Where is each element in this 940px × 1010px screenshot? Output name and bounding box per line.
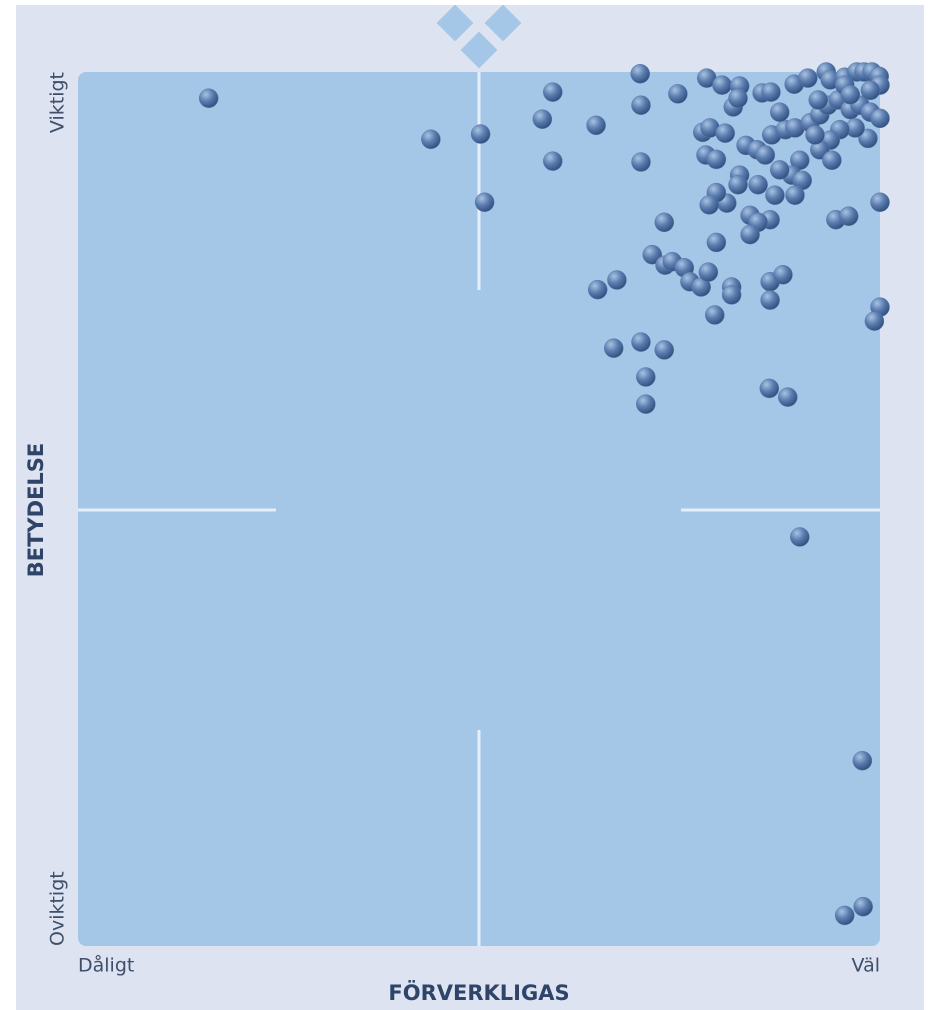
y-axis-title: BETYDELSE (24, 443, 48, 578)
point (603, 338, 624, 358)
point (636, 367, 656, 387)
point (853, 896, 873, 917)
point (755, 145, 776, 165)
point (668, 84, 688, 104)
point (631, 152, 651, 172)
point (760, 290, 780, 310)
quadrant-lines (78, 72, 880, 946)
point (543, 151, 563, 171)
point (586, 115, 606, 136)
point (765, 185, 785, 205)
point (715, 123, 735, 143)
point (198, 88, 219, 108)
point (759, 378, 780, 399)
point (698, 262, 719, 282)
point (728, 88, 748, 108)
logo (436, 4, 522, 69)
point (870, 192, 890, 212)
point (607, 270, 627, 290)
point (706, 232, 727, 253)
point (808, 90, 828, 110)
point (860, 80, 881, 101)
point (470, 124, 491, 144)
point (728, 174, 748, 195)
point (770, 160, 790, 180)
point (636, 394, 656, 414)
point (852, 750, 873, 771)
point (721, 285, 742, 305)
point (870, 108, 890, 129)
y-tick-label: Oviktigt (47, 871, 69, 946)
x-tick-label: Väl (852, 955, 880, 977)
point (630, 63, 650, 84)
point (778, 387, 798, 407)
point (798, 68, 818, 88)
point (838, 206, 859, 226)
point (834, 905, 855, 926)
point (864, 311, 885, 331)
point (712, 75, 732, 95)
point (706, 149, 727, 170)
point (790, 527, 810, 547)
point (785, 185, 805, 205)
x-axis-title: FÖRVERKLIGAS (388, 980, 569, 1005)
point (699, 195, 719, 215)
point (705, 305, 725, 325)
point (631, 95, 651, 115)
point (474, 192, 495, 212)
point (858, 128, 878, 149)
point (740, 224, 760, 245)
point (631, 332, 651, 352)
point (761, 82, 781, 102)
plot-area (78, 72, 880, 946)
x-tick-label: Dåligt (78, 954, 134, 977)
point (748, 174, 768, 195)
point (654, 340, 675, 360)
point (773, 265, 793, 285)
point (805, 125, 825, 145)
point (421, 129, 441, 150)
point (543, 82, 563, 102)
point (587, 279, 608, 300)
point (532, 109, 553, 129)
point (822, 150, 842, 171)
point (654, 212, 675, 233)
point (770, 102, 790, 122)
y-tick-label: Viktigt (47, 72, 69, 133)
point (840, 84, 861, 105)
point (642, 244, 662, 265)
